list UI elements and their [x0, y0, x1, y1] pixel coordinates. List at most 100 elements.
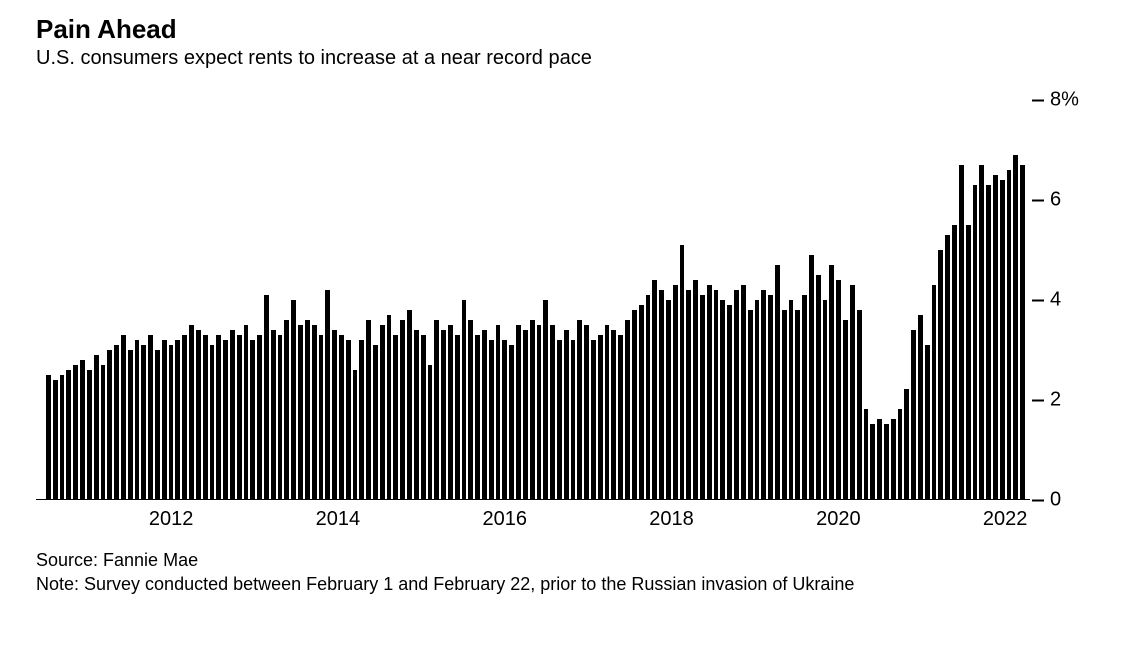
bar: [264, 295, 269, 499]
bar: [789, 300, 794, 500]
bar: [223, 340, 228, 500]
bar: [175, 340, 180, 500]
bar: [591, 340, 596, 500]
chart-card: Pain Ahead U.S. consumers expect rents t…: [0, 0, 1130, 652]
bar: [864, 409, 869, 499]
bar: [325, 290, 330, 499]
bar: [850, 285, 855, 499]
bar: [884, 424, 889, 499]
bar: [407, 310, 412, 500]
bar: [523, 330, 528, 500]
bar: [646, 295, 651, 499]
bar: [639, 305, 644, 500]
bar: [755, 300, 760, 500]
bar: [203, 335, 208, 500]
bar: [904, 389, 909, 499]
x-tick-label: 2020: [816, 508, 861, 531]
bar: [516, 325, 521, 500]
bar: [836, 280, 841, 499]
bar: [489, 340, 494, 500]
bar: [564, 330, 569, 500]
y-tick: 2: [1030, 389, 1100, 412]
bar: [530, 320, 535, 500]
y-tick-mark: [1032, 99, 1044, 101]
bar: [986, 185, 991, 499]
chart-title: Pain Ahead: [36, 14, 1100, 45]
plot-region: [36, 100, 1030, 500]
bar: [244, 325, 249, 500]
y-tick: 4: [1030, 289, 1100, 312]
bar: [598, 335, 603, 500]
x-tick-label: 2016: [482, 508, 527, 531]
bar: [237, 335, 242, 500]
y-tick-label: 8%: [1050, 89, 1079, 112]
bar: [250, 340, 255, 500]
bar: [714, 290, 719, 499]
bar: [182, 335, 187, 500]
bar: [571, 340, 576, 500]
bar: [46, 375, 51, 500]
bar: [686, 290, 691, 499]
x-tick-label: 2018: [649, 508, 694, 531]
y-tick: 6: [1030, 189, 1100, 212]
y-axis: 02468%: [1030, 100, 1100, 500]
bar: [284, 320, 289, 500]
bar: [189, 325, 194, 500]
bar: [802, 295, 807, 499]
bar: [80, 360, 85, 500]
bar: [53, 380, 58, 500]
bar: [359, 340, 364, 500]
bar: [196, 330, 201, 500]
bar: [135, 340, 140, 500]
bar: [1013, 155, 1018, 499]
bar: [993, 175, 998, 499]
footnotes: Source: Fannie Mae Note: Survey conducte…: [36, 548, 1100, 597]
bar: [911, 330, 916, 500]
bar: [945, 235, 950, 499]
bar: [169, 345, 174, 500]
bar: [823, 300, 828, 500]
bar: [462, 300, 467, 500]
bar: [502, 340, 507, 500]
bar: [448, 325, 453, 500]
bar: [966, 225, 971, 499]
bar: [216, 335, 221, 500]
bar: [87, 370, 92, 500]
bar: [1007, 170, 1012, 499]
bar: [795, 310, 800, 500]
bar: [210, 345, 215, 500]
bar: [1020, 165, 1025, 499]
bar: [652, 280, 657, 499]
bar: [496, 325, 501, 500]
bar: [148, 335, 153, 500]
bar: [891, 419, 896, 499]
bar: [128, 350, 133, 500]
bar: [155, 350, 160, 500]
bar: [666, 300, 671, 500]
y-tick-mark: [1032, 399, 1044, 401]
bar: [509, 345, 514, 500]
bar: [305, 320, 310, 500]
bar: [577, 320, 582, 500]
bar: [625, 320, 630, 500]
bar: [877, 419, 882, 499]
bar: [101, 365, 106, 500]
bar: [475, 335, 480, 500]
bar: [680, 245, 685, 499]
bar-series: [46, 100, 1026, 499]
bar: [857, 310, 862, 500]
bar: [720, 300, 725, 500]
bar: [979, 165, 984, 499]
bar: [768, 295, 773, 499]
bar: [141, 345, 146, 500]
bar: [557, 340, 562, 500]
bar: [782, 310, 787, 500]
bar: [428, 365, 433, 500]
bar: [707, 285, 712, 499]
bar: [829, 265, 834, 499]
bar: [107, 350, 112, 500]
chart-subtitle: U.S. consumers expect rents to increase …: [36, 47, 1100, 70]
bar: [918, 315, 923, 500]
bar: [257, 335, 262, 500]
bar: [632, 310, 637, 500]
